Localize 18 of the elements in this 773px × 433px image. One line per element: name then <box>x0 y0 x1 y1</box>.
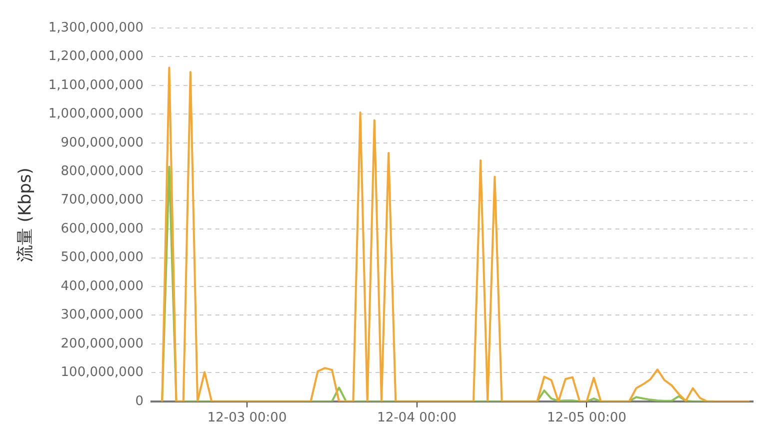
y-tick-label: 200,000,000 <box>60 336 144 352</box>
x-tick-label: 12-04 00:00 <box>377 410 457 426</box>
y-tick-label: 400,000,000 <box>60 278 144 294</box>
y-tick-label: 0 <box>135 394 144 409</box>
y-tick-label: 1,100,000,000 <box>48 78 144 93</box>
y-tick-label: 900,000,000 <box>60 135 144 150</box>
y-tick-label: 500,000,000 <box>60 250 144 266</box>
x-tick-label: 12-03 00:00 <box>207 410 287 426</box>
y-tick-label: 100,000,000 <box>60 365 144 380</box>
y-axis-title: 流量 (Kbps) <box>16 168 36 262</box>
y-tick-label: 600,000,000 <box>60 221 144 236</box>
x-tick-label: 12-05 00:00 <box>547 410 626 426</box>
y-tick-label: 300,000,000 <box>60 308 144 323</box>
y-tick-label: 800,000,000 <box>60 164 144 179</box>
y-tick-label: 1,200,000,000 <box>48 49 144 64</box>
y-tick-label: 1,300,000,000 <box>48 20 144 36</box>
y-tick-label: 700,000,000 <box>60 192 144 208</box>
y-tick-label: 1,000,000,000 <box>48 106 144 122</box>
